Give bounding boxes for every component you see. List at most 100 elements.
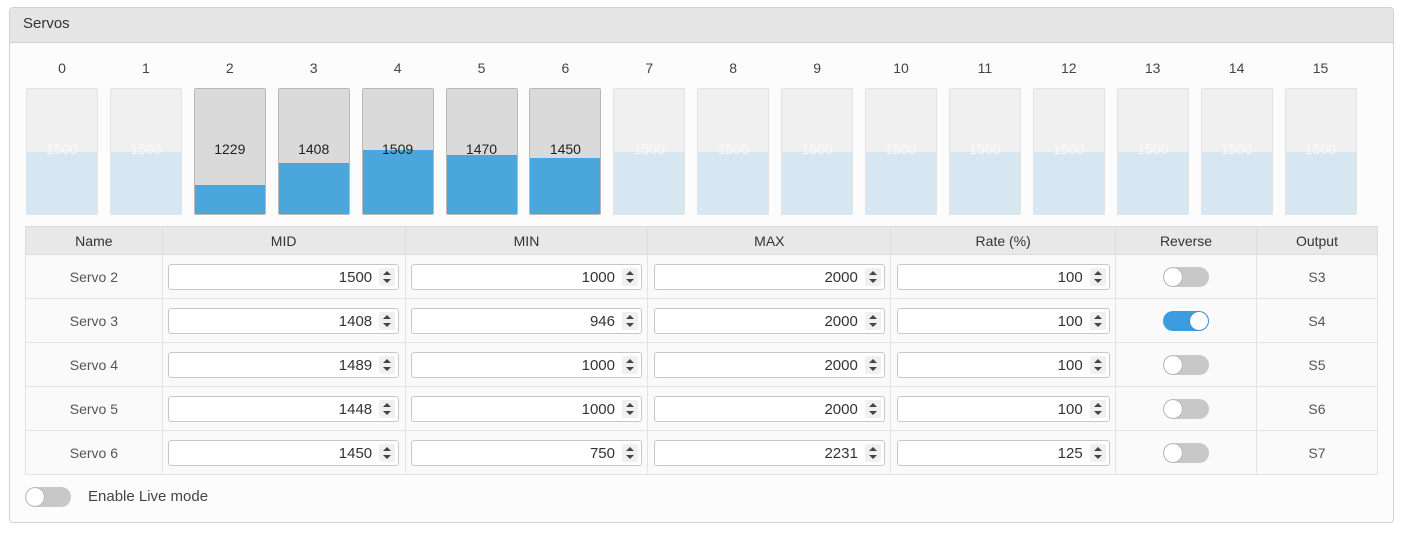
spinner-icon[interactable] <box>621 355 638 374</box>
rate-input[interactable]: 100 <box>896 263 1110 290</box>
spinner-icon[interactable] <box>1089 355 1106 374</box>
spinner-icon[interactable] <box>621 443 638 462</box>
spinner-icon[interactable] <box>379 399 396 418</box>
bar-channel-label: 13 <box>1144 60 1161 76</box>
servo-name: Servo 6 <box>25 430 163 475</box>
max-input[interactable]: 2000 <box>653 395 885 422</box>
cell-rate: 100 <box>890 254 1117 299</box>
rate-input[interactable]: 100 <box>896 351 1110 378</box>
bar-channel-label: 7 <box>645 60 654 76</box>
toggle-knob <box>26 488 44 506</box>
cell-min: 1000 <box>404 386 649 431</box>
mid-input[interactable]: 1448 <box>168 395 400 422</box>
cell-min: 946 <box>404 298 649 343</box>
cell-rate: 125 <box>890 430 1117 475</box>
spinner-icon[interactable] <box>621 399 638 418</box>
spinner-icon[interactable] <box>864 399 881 418</box>
live-mode-toggle[interactable] <box>25 487 71 507</box>
table-row: Servo 4 1489 1000 2000 100 S5 <box>25 342 1379 387</box>
rate-value: 100 <box>1057 268 1083 286</box>
spinner-icon[interactable] <box>1089 267 1106 286</box>
bar-value: 1500 <box>885 141 917 157</box>
servo-name: Servo 3 <box>25 298 163 343</box>
mid-input[interactable]: 1450 <box>168 439 400 466</box>
mid-value: 1448 <box>338 400 373 418</box>
spinner-icon[interactable] <box>379 443 396 462</box>
reverse-toggle[interactable] <box>1163 442 1210 463</box>
cell-reverse <box>1115 254 1257 299</box>
min-input[interactable]: 1000 <box>410 395 642 422</box>
bar-track: 1470 <box>445 88 518 215</box>
bar-channel-label: 1 <box>141 60 150 76</box>
spinner-icon[interactable] <box>621 267 638 286</box>
bar-channel-label: 6 <box>561 60 570 76</box>
cell-mid: 1408 <box>161 298 406 343</box>
bar-value: 1500 <box>130 141 162 157</box>
bar-fill <box>362 150 433 214</box>
max-input[interactable]: 2000 <box>653 263 885 290</box>
output-cell: S3 <box>1255 254 1379 299</box>
table-row: Servo 2 1500 1000 2000 100 S3 <box>25 254 1379 299</box>
mid-input[interactable]: 1408 <box>168 307 400 334</box>
col-name: Name <box>25 226 163 255</box>
min-input[interactable]: 946 <box>410 307 642 334</box>
rate-input[interactable]: 100 <box>896 307 1110 334</box>
mid-input[interactable]: 1500 <box>168 263 400 290</box>
min-input[interactable]: 1000 <box>410 263 642 290</box>
rate-input[interactable]: 100 <box>896 395 1110 422</box>
live-mode-label: Enable Live mode <box>88 488 209 505</box>
cell-min: 750 <box>404 430 649 475</box>
cell-mid: 1450 <box>161 430 406 475</box>
spinner-icon[interactable] <box>379 355 396 374</box>
cell-max: 2000 <box>647 342 892 387</box>
spinner-icon[interactable] <box>621 311 638 330</box>
servo-name: Servo 2 <box>25 254 163 299</box>
reverse-toggle[interactable] <box>1163 310 1210 331</box>
panel-header: Servos <box>10 8 1393 43</box>
reverse-toggle[interactable] <box>1163 398 1210 419</box>
bar-value: 1509 <box>382 141 414 157</box>
spinner-icon[interactable] <box>864 267 881 286</box>
bar-fill <box>698 151 769 214</box>
toggle-knob <box>1164 267 1183 286</box>
bar-fill <box>614 151 685 214</box>
spinner-icon[interactable] <box>1089 399 1106 418</box>
cell-rate: 100 <box>890 342 1117 387</box>
bar-value: 1500 <box>46 141 78 157</box>
bar-fill <box>782 151 853 214</box>
max-input[interactable]: 2000 <box>653 307 885 334</box>
bar-value: 1500 <box>1137 141 1169 157</box>
spinner-icon[interactable] <box>1089 443 1106 462</box>
min-input[interactable]: 1000 <box>410 351 642 378</box>
spinner-icon[interactable] <box>864 311 881 330</box>
mid-input[interactable]: 1489 <box>168 351 400 378</box>
max-value: 2231 <box>824 444 858 462</box>
spinner-icon[interactable] <box>379 311 396 330</box>
bar-fill <box>530 157 601 214</box>
bar-channel-label: 9 <box>813 60 821 76</box>
bar-fill <box>278 162 349 214</box>
spinner-icon[interactable] <box>864 355 881 374</box>
reverse-toggle[interactable] <box>1163 354 1210 375</box>
cell-reverse <box>1115 342 1257 387</box>
cell-min: 1000 <box>404 254 649 299</box>
bar-value: 1500 <box>1221 141 1253 157</box>
max-input[interactable]: 2231 <box>653 439 885 466</box>
bar-track: 1229 <box>193 88 266 215</box>
max-input[interactable]: 2000 <box>653 351 885 378</box>
spinner-icon[interactable] <box>1089 311 1106 330</box>
bar-channel-label: 4 <box>393 60 402 76</box>
bar-fill <box>1117 151 1188 214</box>
min-input[interactable]: 750 <box>410 439 642 466</box>
rate-input[interactable]: 125 <box>896 439 1110 466</box>
spinner-icon[interactable] <box>864 443 881 462</box>
cell-rate: 100 <box>890 298 1117 343</box>
mid-value: 1489 <box>338 356 373 374</box>
bar-value: 1408 <box>298 141 330 157</box>
spinner-icon[interactable] <box>379 267 396 286</box>
reverse-toggle[interactable] <box>1163 266 1210 287</box>
toggle-knob <box>1164 355 1183 374</box>
bar-fill <box>27 151 97 214</box>
mid-value: 1500 <box>338 268 373 286</box>
max-value: 2000 <box>824 356 858 374</box>
